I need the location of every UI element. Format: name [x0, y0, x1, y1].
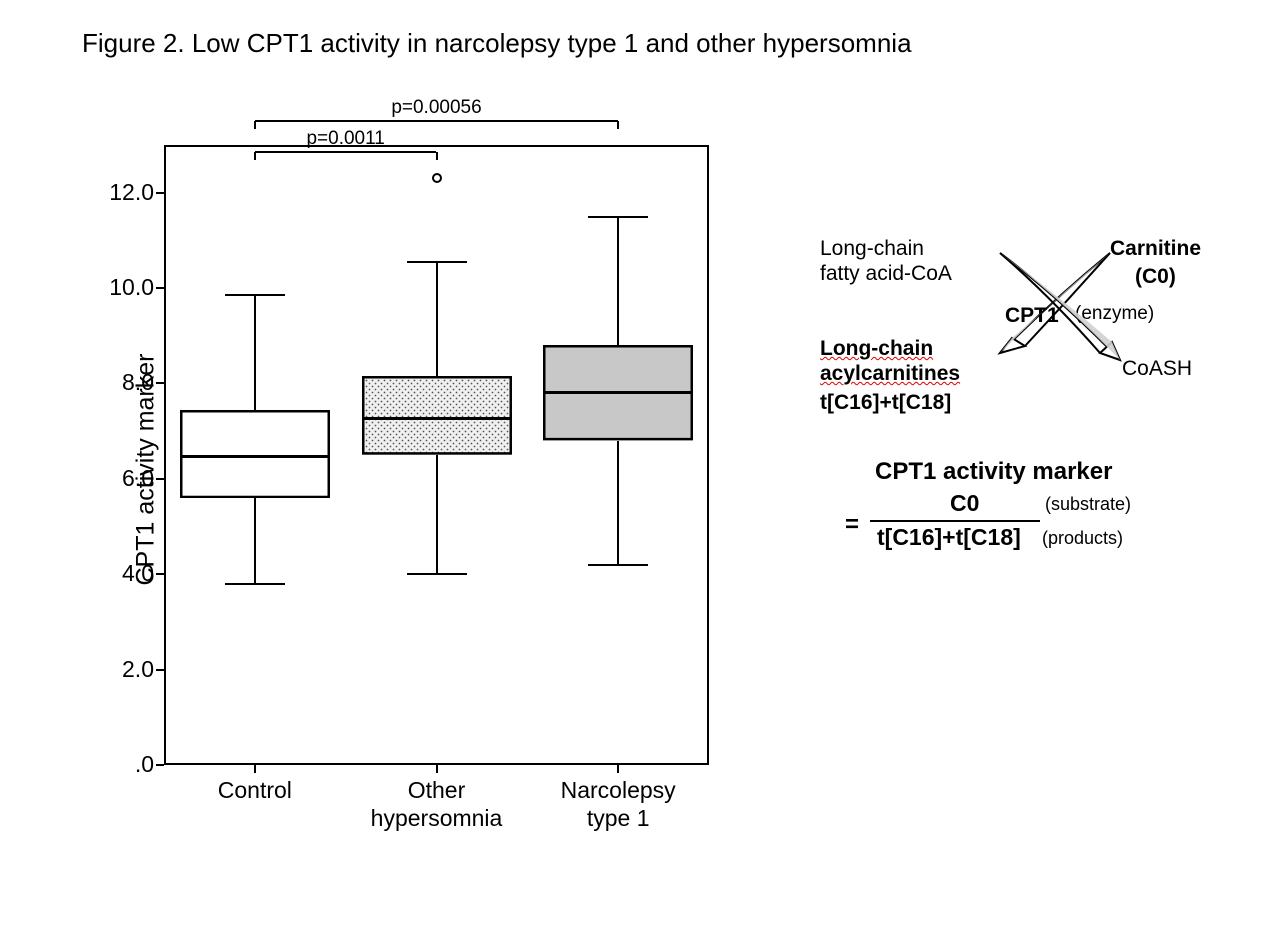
y-tick-label: 12.0 [104, 179, 154, 206]
figure-title: Figure 2. Low CPT1 activity in narcoleps… [82, 28, 912, 59]
box [362, 376, 512, 455]
y-tick-label: 6.0 [104, 465, 154, 492]
box [180, 410, 330, 498]
marker-title: CPT1 activity marker [875, 458, 1112, 487]
x-category-label: Narcolepsytype 1 [528, 777, 708, 832]
product-left-label: Long-chain acylcarnitines [820, 336, 960, 386]
y-tick-label: 8.0 [104, 369, 154, 396]
y-tick-label: 10.0 [104, 274, 154, 301]
product-left-sub: t[C16]+t[C18] [820, 390, 951, 415]
boxplot-chart: CPT1 activity marker .02.04.06.08.010.01… [52, 145, 732, 865]
significance-label: p=0.0011 [255, 128, 437, 150]
y-tick-label: 2.0 [104, 656, 154, 683]
fraction-denominator: t[C16]+t[C18] [877, 524, 1021, 552]
fraction-numerator: C0 [950, 490, 979, 518]
x-category-label: Otherhypersomnia [347, 777, 527, 832]
fraction-line [870, 520, 1040, 522]
y-tick-label: .0 [104, 751, 154, 778]
y-tick-label: 4.0 [104, 560, 154, 587]
substrate-left-label: Long-chain fatty acid-CoA [820, 236, 952, 286]
significance-label: p=0.00056 [255, 97, 618, 119]
fraction-numerator-note: (substrate) [1045, 494, 1131, 516]
x-category-label: Control [165, 777, 345, 805]
fraction-denominator-note: (products) [1042, 528, 1123, 550]
reaction-arrows [970, 238, 1190, 378]
equals-sign: = [845, 511, 859, 539]
outlier-point [432, 173, 442, 183]
reaction-diagram: Long-chain fatty acid-CoA Carnitine (C0)… [820, 218, 1240, 668]
